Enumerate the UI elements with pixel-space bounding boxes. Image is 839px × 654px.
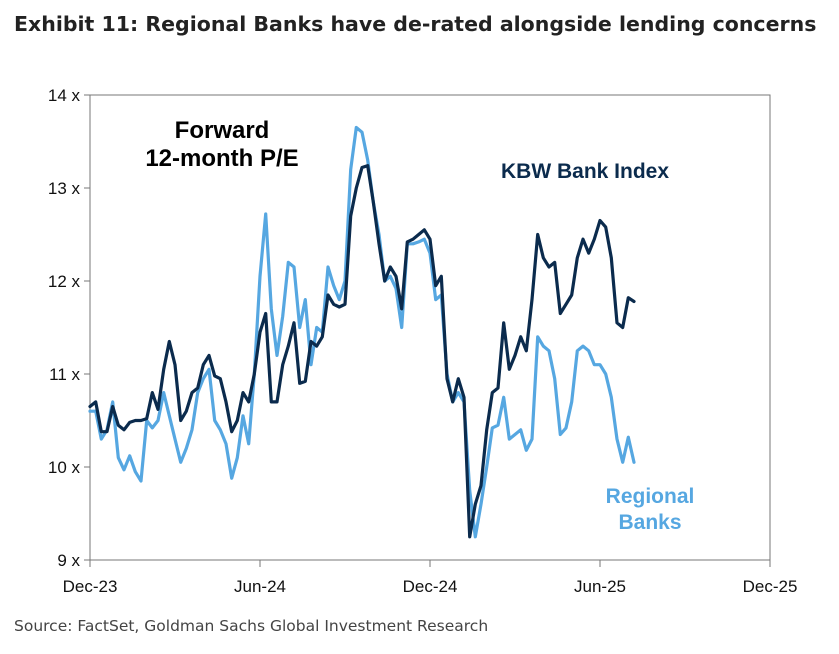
y-tick-label-3: 12 x <box>48 272 81 291</box>
series-line-kbw-bank-index <box>88 164 636 539</box>
x-tick-label-3: Jun-25 <box>574 577 626 596</box>
exhibit-title: Exhibit 11: Regional Banks have de-rated… <box>14 12 817 36</box>
series-lines <box>88 125 636 539</box>
y-tick-label-1: 10 x <box>48 458 81 477</box>
x-tick-label-1: Jun-24 <box>234 577 286 596</box>
chart-title-line-2: 12-month P/E <box>145 145 298 172</box>
y-axis: 9 x 10 x 11 x 12 x 13 x 14 x <box>48 86 90 570</box>
y-tick-label-5: 14 x <box>48 86 81 105</box>
x-tick-label-4: Dec-25 <box>743 577 798 596</box>
legend-label-regional-line-1: Regional <box>606 485 695 508</box>
legend-label-kbw: KBW Bank Index <box>501 160 669 183</box>
legend-label-regional-line-2: Banks <box>618 511 681 534</box>
x-tick-label-0: Dec-23 <box>63 577 118 596</box>
x-tick-label-2: Dec-24 <box>403 577 458 596</box>
x-axis: Dec-23 Jun-24 Dec-24 Jun-25 Dec-25 <box>63 560 798 596</box>
series-line-regional-banks <box>88 125 636 539</box>
pe-line-chart: 9 x10 x11 x12 x13 x14 x Dec-23 Jun-24 Dec-… <box>48 86 798 596</box>
y-tick-label-2: 11 x <box>49 365 80 384</box>
chart-title-line-1: Forward <box>175 117 270 144</box>
y-tick-label-4: 13 x <box>48 179 81 198</box>
y-tick-label-0: 9 x <box>57 551 80 570</box>
source-note: Source: FactSet, Goldman Sachs Global In… <box>14 617 489 635</box>
